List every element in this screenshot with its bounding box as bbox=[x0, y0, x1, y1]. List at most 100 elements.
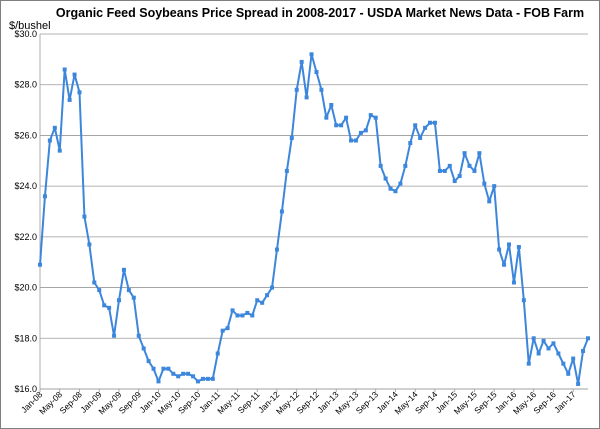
data-point bbox=[181, 371, 186, 376]
data-point bbox=[447, 163, 452, 168]
data-point bbox=[556, 351, 561, 356]
data-point bbox=[472, 168, 477, 173]
data-point bbox=[344, 115, 349, 120]
data-point bbox=[87, 242, 92, 247]
data-point bbox=[339, 123, 344, 128]
data-point bbox=[324, 115, 329, 120]
x-tick-label: Sep-08 bbox=[57, 389, 84, 416]
data-point bbox=[107, 305, 112, 310]
data-point bbox=[67, 97, 72, 102]
data-point bbox=[334, 123, 339, 128]
data-point bbox=[363, 128, 368, 133]
data-point bbox=[131, 295, 136, 300]
data-point bbox=[225, 326, 230, 331]
data-point bbox=[418, 135, 423, 140]
data-point bbox=[52, 125, 57, 130]
data-point bbox=[368, 113, 373, 118]
data-point bbox=[576, 381, 581, 386]
data-point bbox=[235, 313, 240, 318]
data-point bbox=[215, 351, 220, 356]
data-point bbox=[270, 285, 275, 290]
data-point bbox=[112, 333, 117, 338]
data-point bbox=[195, 379, 200, 384]
y-tick-label: $16.0 bbox=[14, 384, 37, 394]
data-point bbox=[146, 359, 151, 364]
data-point bbox=[452, 179, 457, 184]
data-point bbox=[191, 374, 196, 379]
data-point bbox=[586, 336, 590, 341]
data-point bbox=[581, 348, 586, 353]
x-tick-label: Sep-13 bbox=[354, 389, 381, 416]
data-point bbox=[378, 163, 383, 168]
data-point bbox=[176, 374, 181, 379]
x-tick-label: Sep-14 bbox=[413, 389, 440, 416]
data-point bbox=[507, 242, 512, 247]
data-point bbox=[205, 376, 210, 381]
data-point bbox=[329, 103, 334, 107]
data-point bbox=[121, 267, 126, 272]
data-point bbox=[171, 371, 176, 376]
data-point bbox=[482, 181, 487, 186]
data-point bbox=[373, 115, 378, 120]
data-point bbox=[57, 148, 62, 153]
data-point bbox=[289, 135, 294, 140]
y-tick-label: $28.0 bbox=[14, 80, 37, 90]
data-point bbox=[383, 176, 388, 181]
data-point bbox=[536, 351, 541, 356]
y-tick-label: $26.0 bbox=[14, 130, 37, 140]
data-point bbox=[136, 333, 141, 338]
data-point bbox=[304, 95, 309, 100]
data-point bbox=[413, 123, 418, 128]
data-point bbox=[467, 163, 472, 168]
data-point bbox=[126, 288, 131, 293]
chart-title: Organic Feed Soybeans Price Spread in 20… bbox=[55, 6, 585, 20]
x-tick-label: Sep-15 bbox=[472, 389, 499, 416]
data-point bbox=[497, 247, 502, 252]
x-tick-label: Jan-17 bbox=[552, 389, 578, 415]
y-tick-label: $20.0 bbox=[14, 283, 37, 293]
data-point bbox=[274, 247, 279, 252]
data-point bbox=[388, 186, 393, 191]
data-point bbox=[437, 168, 442, 173]
data-point bbox=[541, 338, 546, 343]
data-point bbox=[240, 313, 245, 318]
data-point bbox=[428, 120, 433, 125]
data-point bbox=[561, 361, 566, 366]
data-point bbox=[319, 87, 324, 92]
y-tick-label: $18.0 bbox=[14, 333, 37, 343]
data-point bbox=[284, 168, 289, 173]
data-point bbox=[423, 125, 428, 130]
data-point bbox=[255, 298, 260, 303]
data-point bbox=[358, 130, 363, 135]
y-axis-label: $/bushel bbox=[9, 20, 51, 32]
data-point bbox=[279, 209, 284, 214]
data-point bbox=[92, 280, 97, 285]
data-point bbox=[72, 72, 77, 77]
x-tick-label: Sep-16 bbox=[531, 389, 558, 416]
data-point bbox=[116, 298, 121, 303]
x-tick-label: Sep-10 bbox=[176, 389, 203, 416]
data-point bbox=[151, 366, 156, 371]
data-point bbox=[102, 303, 107, 308]
data-point bbox=[47, 138, 52, 143]
data-point bbox=[408, 141, 413, 146]
data-point bbox=[161, 366, 166, 371]
data-point bbox=[398, 181, 403, 186]
data-point bbox=[250, 313, 255, 318]
data-point bbox=[299, 59, 304, 64]
data-point bbox=[141, 346, 146, 351]
y-tick-label: $30.0 bbox=[14, 29, 37, 39]
data-point bbox=[477, 151, 482, 156]
y-tick-label: $24.0 bbox=[14, 181, 37, 191]
data-point bbox=[531, 336, 536, 341]
y-tick-label: $22.0 bbox=[14, 232, 37, 242]
data-point bbox=[156, 379, 161, 384]
data-point bbox=[432, 120, 437, 125]
data-point bbox=[521, 298, 526, 303]
data-point bbox=[349, 138, 354, 143]
data-point bbox=[210, 376, 215, 381]
data-point bbox=[566, 371, 571, 376]
data-point bbox=[457, 174, 462, 178]
data-point bbox=[245, 310, 250, 315]
